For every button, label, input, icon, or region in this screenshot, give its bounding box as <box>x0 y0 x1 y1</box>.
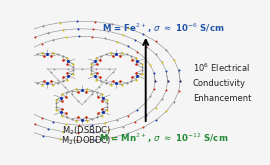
Text: Conductivity: Conductivity <box>193 79 246 88</box>
Text: 10$^6$ Electrical: 10$^6$ Electrical <box>193 62 250 74</box>
Text: M = Fe$^{2+}$, $\sigma$ $\approx$ 10$^{-6}$ S/cm: M = Fe$^{2+}$, $\sigma$ $\approx$ 10$^{-… <box>102 22 225 35</box>
Text: M$_2$(DOBDC): M$_2$(DOBDC) <box>61 134 111 147</box>
Text: M$_2$(DSBDC): M$_2$(DSBDC) <box>62 124 110 137</box>
Text: M = Mn$^{2+}$, $\sigma$ $\approx$ 10$^{-12}$ S/cm: M = Mn$^{2+}$, $\sigma$ $\approx$ 10$^{-… <box>99 131 228 145</box>
Text: Enhancement: Enhancement <box>193 94 251 103</box>
